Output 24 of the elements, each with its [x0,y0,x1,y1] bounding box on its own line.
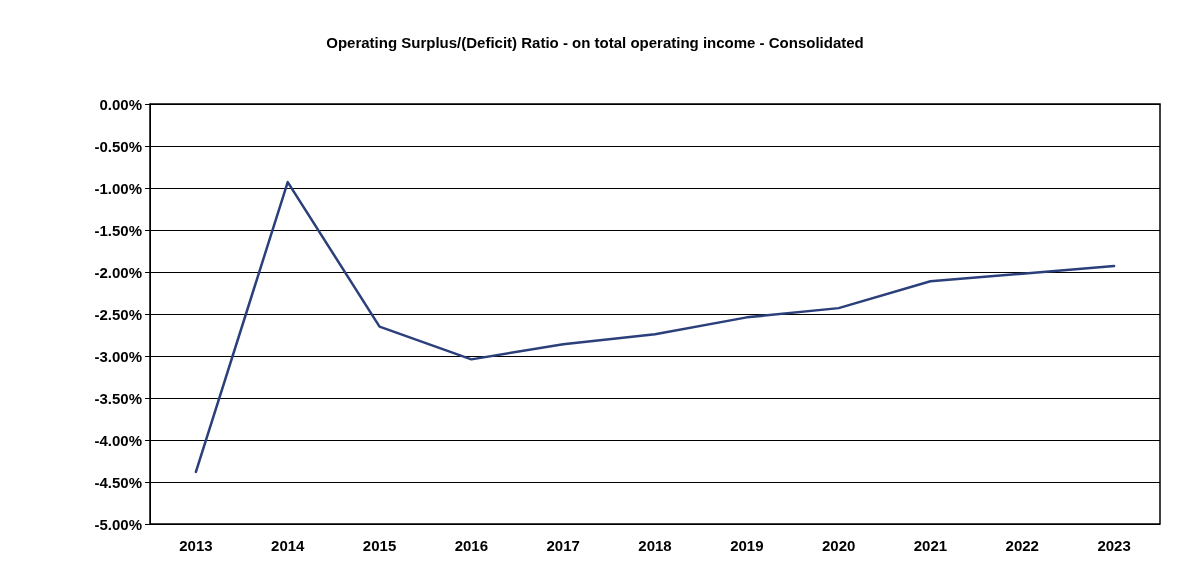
y-tick-label: -3.50% [94,389,142,407]
y-tick-label: -2.50% [94,305,142,323]
y-tick-label: -4.50% [94,473,142,491]
y-tick-label: 0.00% [99,95,142,113]
y-tick-label: -5.00% [94,515,142,533]
y-tick-label: -3.00% [94,347,142,365]
x-tick-label: 2021 [913,537,948,554]
x-tick-label: 2014 [271,537,306,554]
x-tick-label: 2022 [1005,537,1039,554]
y-tick-label: -0.50% [94,137,142,155]
y-tick-label: -4.00% [94,431,142,449]
x-tick-label: 2018 [638,537,672,554]
y-tick-label: -1.00% [94,179,142,197]
x-tick-label: 2019 [730,537,764,554]
line-series [194,180,1116,474]
x-tick-label: 2017 [546,537,580,554]
chart-title: Operating Surplus/(Deficit) Ratio - on total operating income - Consolidated [326,34,864,51]
x-tick-label: 2015 [362,537,397,554]
y-tick-label: -2.00% [94,263,142,281]
x-tick-label: 2020 [821,537,856,554]
y-tick-label: -1.50% [94,221,142,239]
x-tick-label: 2013 [179,537,213,554]
x-tick-label: 2016 [454,537,489,554]
x-tick-label: 2023 [1097,537,1131,554]
